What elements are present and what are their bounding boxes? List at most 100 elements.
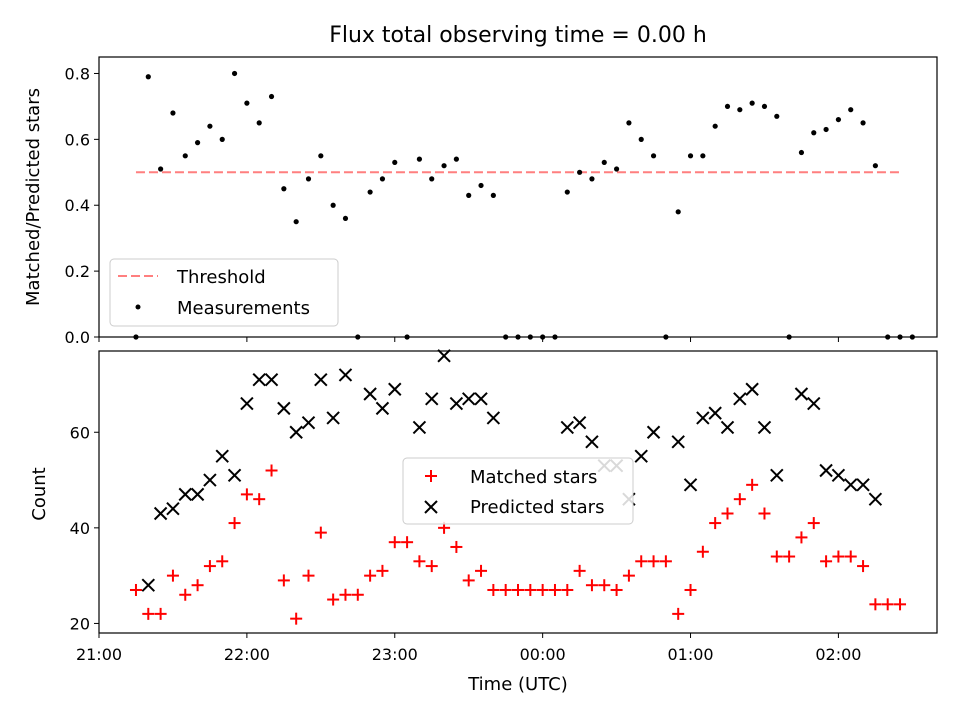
matched-star-point: [487, 583, 500, 596]
count-plot-area: [129, 349, 907, 625]
measurement-point: [145, 74, 151, 80]
matched-star-point: [881, 598, 894, 611]
matched-star-point: [364, 569, 377, 582]
matched-star-point: [894, 598, 907, 611]
matched-star-point: [302, 569, 315, 582]
matched-star-point: [807, 517, 820, 530]
count-x-axis: 21:00 22:00 23:00 00:00 01:00 02:00: [76, 633, 861, 664]
measurement-point: [589, 176, 595, 182]
matched-star-point: [832, 550, 845, 563]
measurement-point: [268, 93, 275, 100]
measurement-point: [330, 202, 336, 208]
predicted-star-point: [240, 396, 254, 411]
matched-star-point: [573, 564, 586, 577]
measurement-point: [737, 107, 743, 113]
matched-star-point: [561, 583, 574, 596]
measurements-legend-label: Measurements: [177, 298, 310, 319]
predicted-star-point: [720, 420, 735, 435]
measurement-point: [305, 176, 312, 182]
matched-star-point: [647, 555, 660, 568]
ratio-legend: Threshold Measurements: [109, 258, 339, 327]
matched-star-point: [709, 517, 722, 530]
threshold-legend-label: Threshold: [176, 267, 266, 288]
measurement-point: [379, 176, 386, 182]
matched-star-point: [265, 464, 278, 477]
ratio-y-tick-label: 0.4: [65, 196, 90, 215]
ratio-plot-area: [133, 70, 915, 340]
count-x-tick-label: 21:00: [76, 645, 122, 664]
predicted-star-point: [289, 425, 303, 439]
x-axis-label: Time (UTC): [467, 674, 568, 695]
ratio-axes-frame: [98, 56, 938, 338]
measurement-point: [158, 166, 164, 172]
matched-star-point: [339, 588, 352, 601]
predicted-star-point: [560, 420, 575, 435]
matched-star-point: [499, 583, 512, 596]
measurement-point: [724, 103, 731, 110]
measurement-point: [626, 120, 632, 126]
predicted-star-point: [449, 396, 464, 411]
matched-star-point: [290, 612, 303, 625]
ratio-y-axis-label: Matched/Predicted stars: [23, 88, 44, 306]
predicted-star-point: [757, 420, 772, 435]
matched-star-point: [216, 555, 229, 568]
predicted-star-point: [264, 372, 279, 387]
measurement-point: [613, 166, 620, 172]
predicted-star-point: [153, 506, 168, 521]
predicted-star-point: [634, 449, 648, 463]
ratio-legend-box: [109, 258, 339, 327]
predicted-star-point: [215, 449, 229, 463]
measurement-point: [170, 110, 176, 116]
matched-star-point: [672, 607, 685, 620]
measurement-point: [823, 126, 829, 133]
matched-star-point: [869, 598, 882, 611]
matched-star-point: [314, 526, 327, 539]
predicted-star-point: [671, 435, 685, 449]
measurement-point: [293, 219, 299, 225]
ratio-x-axis: [98, 337, 839, 342]
matched-star-point: [228, 517, 241, 530]
matched-star-point: [240, 488, 253, 501]
matched-star-point: [733, 493, 746, 506]
matched-star-point: [253, 493, 266, 506]
chart-title: Flux total observing time = 0.00 h: [329, 23, 707, 48]
predicted-star-point: [363, 387, 377, 401]
matched-star-point: [524, 583, 537, 596]
predicted-star-point: [844, 478, 858, 492]
matched-star-point: [401, 536, 414, 549]
matched-star-point: [376, 564, 389, 577]
measurement-point: [675, 209, 681, 215]
measurement-point: [466, 192, 472, 198]
measurement-point: [182, 153, 188, 159]
predicted-star-point: [733, 392, 747, 406]
measurement-point: [700, 153, 706, 159]
measurement-point: [490, 192, 496, 198]
predicted-star-point: [203, 473, 217, 487]
predicted-star-point: [388, 382, 402, 396]
measurement-point: [244, 100, 250, 106]
matched-star-point: [696, 545, 709, 558]
ratio-y-tick-label: 0.2: [65, 262, 90, 281]
count-x-tick-label: 22:00: [224, 645, 270, 664]
ratio-y-tick-label: 0.8: [65, 64, 90, 83]
measurement-point: [416, 156, 423, 162]
matched-star-point: [598, 579, 611, 592]
measurement-point: [712, 123, 718, 129]
predicted-star-point: [770, 468, 784, 482]
predicted-star-point: [178, 487, 192, 502]
count-x-tick-label: 23:00: [372, 645, 418, 664]
ratio-y-axis: 0.0 0.2 0.4 0.6 0.8: [65, 64, 99, 347]
predicted-star-point: [856, 478, 870, 492]
measurement-point: [872, 163, 878, 169]
measurement-point: [835, 116, 842, 123]
count-y-tick-label: 20: [70, 614, 90, 633]
predicted-star-point: [227, 468, 242, 482]
matched-star-point: [327, 593, 340, 606]
count-y-axis: 20 40 60: [70, 423, 99, 633]
predicted-star-point: [461, 392, 476, 406]
matched-star-point: [351, 588, 364, 601]
matched-star-point: [388, 536, 401, 549]
predicted-star-point: [301, 415, 316, 430]
predicted-star-point: [338, 368, 353, 382]
predicted-star-point: [412, 420, 427, 435]
